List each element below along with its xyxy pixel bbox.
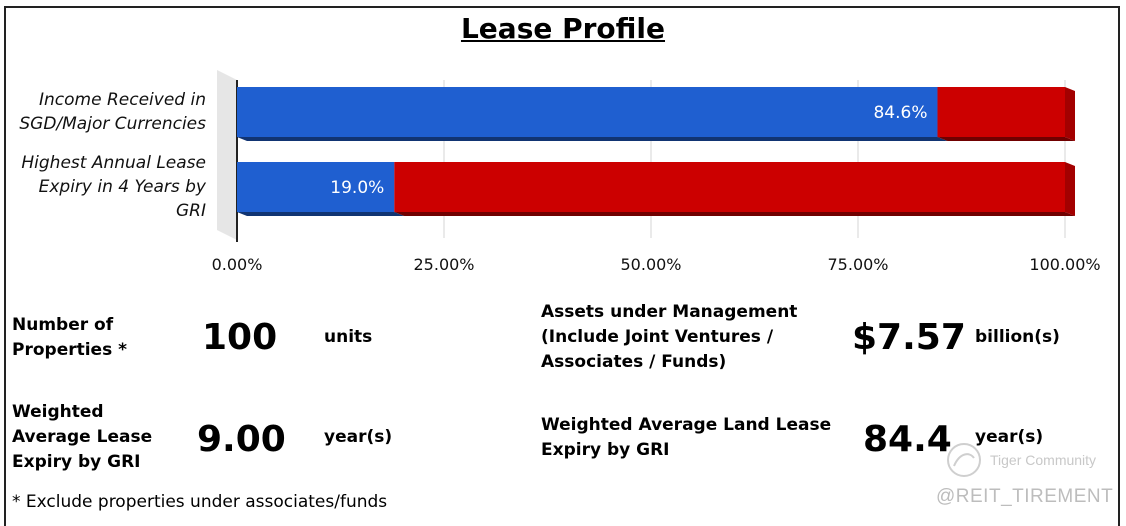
- aum-value: $7.57: [852, 317, 966, 358]
- land-lease-unit: year(s): [975, 427, 1044, 447]
- bar-segment: [237, 87, 938, 137]
- bar-shadow-face: [237, 137, 948, 141]
- watermark-brand: Tiger Community: [990, 452, 1097, 468]
- wale-label: Weighted Average Lease Expiry by GRI: [12, 402, 153, 472]
- properties-label: Number of Properties *: [12, 315, 128, 360]
- bar-data-label: 84.6%: [873, 103, 927, 123]
- properties-value: 100: [202, 317, 278, 358]
- aum-label: Assets under Management (Include Joint V…: [541, 302, 798, 372]
- properties-unit: units: [324, 327, 373, 347]
- bar-end-face: [1065, 162, 1075, 216]
- footnote: * Exclude properties under associates/fu…: [12, 492, 388, 512]
- bar-segment: [937, 87, 1065, 137]
- x-tick-label: 100.00%: [1029, 255, 1101, 274]
- bar-shadow-face: [394, 212, 1075, 216]
- category-label-income: Income Received in SGD/Major Currencies: [19, 90, 206, 134]
- chart-side-wall: [217, 70, 237, 240]
- bar-shadow-face: [237, 212, 405, 216]
- wale-unit: year(s): [324, 427, 393, 447]
- watermark-handle: @REIT_TIREMENT: [936, 486, 1114, 507]
- bar-segment: [394, 162, 1065, 212]
- bar-data-label: 19.0%: [330, 178, 384, 198]
- land-lease-label: Weighted Average Land Lease Expiry by GR…: [541, 415, 832, 460]
- bar-segment: [237, 162, 395, 212]
- aum-unit: billion(s): [975, 327, 1060, 347]
- land-lease-value: 84.4: [863, 419, 952, 460]
- chart-title: Lease Profile: [460, 12, 666, 45]
- category-label-lease-expiry: Highest Annual Lease Expiry in 4 Years b…: [21, 153, 206, 221]
- x-tick-label: 0.00%: [211, 255, 263, 274]
- wale-value: 9.00: [197, 419, 286, 460]
- lease-profile-chart: 84.6% 19.0%: [217, 70, 1075, 242]
- tiger-logo-icon: [947, 443, 981, 477]
- panel-frame: [4, 6, 1120, 526]
- x-tick-label: 75.00%: [827, 255, 889, 274]
- bar-shadow-face: [937, 137, 1075, 141]
- bar-end-face: [1065, 87, 1075, 141]
- x-tick-label: 50.00%: [620, 255, 682, 274]
- x-tick-label: 25.00%: [413, 255, 475, 274]
